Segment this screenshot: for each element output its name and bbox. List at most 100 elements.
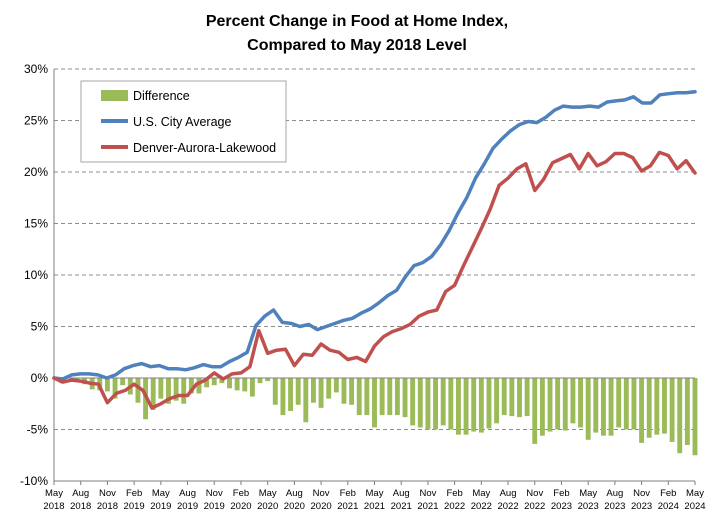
difference-bar [692,378,698,456]
x-tick-label-month: Aug [393,488,410,499]
x-tick-label-month: Nov [526,488,543,499]
difference-bar [402,378,408,418]
x-tick-label-year: 2019 [177,501,198,512]
difference-bar [104,378,110,392]
difference-bar [249,378,255,397]
series-lines [52,89,697,410]
difference-bar [547,378,553,432]
x-tick-label-year: 2021 [391,501,412,512]
difference-bar [433,378,438,430]
x-tick-label-year: 2020 [230,501,251,512]
difference-bar [196,378,202,394]
difference-bar [608,378,614,436]
difference-bar [349,378,355,405]
difference-bar [486,378,492,429]
difference-bar [585,378,591,440]
difference-bar [517,378,522,418]
y-axis: 30% 25% 20% 15% 10% 5% 0% -5% -10% [20,62,48,488]
x-tick-label-year: 2019 [124,501,145,512]
difference-bar [227,378,232,389]
y-tick-label: 10% [24,268,48,282]
x-tick-label-year: 2024 [658,501,679,512]
x-tick-label-year: 2020 [257,501,278,512]
difference-bar [593,378,599,433]
difference-bar [311,378,316,403]
difference-bar [410,378,416,426]
difference-bar [280,378,286,416]
difference-bar [425,378,431,430]
x-tick-label-year: 2018 [43,501,64,512]
difference-bar [570,378,576,424]
difference-bar [372,378,377,428]
x-tick-label-year: 2024 [684,501,705,512]
x-tick-label-month: Nov [99,488,116,499]
difference-bar [326,378,332,399]
difference-bar [478,378,484,433]
y-tick-label: 5% [31,320,49,334]
difference-bar [295,378,301,405]
difference-bar [494,378,500,424]
x-tick-label-year: 2018 [97,501,118,512]
difference-bar [188,378,194,394]
us-city-average-line [52,89,697,381]
x-tick-label-month: Nov [313,488,330,499]
x-tick-label-year: 2019 [204,501,225,512]
x-axis: May 2018 Aug 2018 Nov 2018 Feb 2019 May 2019 Aug 20… [43,69,706,512]
x-tick-label-year: 2020 [284,501,305,512]
difference-bar [318,378,324,408]
x-tick-label-month: May [686,488,704,499]
difference-bar [448,378,454,430]
difference-bar [173,378,179,401]
difference-bar [555,378,561,430]
difference-bar [158,378,164,399]
difference-bar [501,378,507,416]
difference-bars [59,378,698,456]
difference-bar [181,378,187,404]
x-tick-label-year: 2023 [551,501,572,512]
difference-bar [257,378,263,384]
legend-swatch-difference [101,90,128,101]
difference-bar [265,378,271,382]
x-tick-label-month: Aug [286,488,303,499]
difference-bar [387,378,393,416]
x-tick-label-year: 2018 [70,501,91,512]
difference-bar [211,378,217,386]
y-tick-label: -5% [27,423,49,437]
x-tick-label-month: Aug [179,488,196,499]
x-tick-label-month: Feb [446,488,462,499]
difference-bar [539,378,545,436]
x-tick-label-year: 2021 [364,501,385,512]
difference-bar [677,378,683,454]
difference-bar [333,378,339,393]
difference-bar [204,378,210,388]
difference-bar [272,378,278,405]
x-tick-label-year: 2023 [578,501,599,512]
difference-bar [379,378,385,416]
y-tick-label: 20% [24,165,48,179]
x-tick-label-month: Feb [126,488,142,499]
difference-bar [646,378,652,438]
x-tick-label-year: 2023 [631,501,652,512]
legend-label-denver: Denver-Aurora-Lakewood [133,141,276,155]
difference-bar [288,378,294,411]
difference-bar [166,378,171,404]
difference-bar [120,378,126,386]
difference-bar [242,378,248,392]
difference-bar [417,378,423,428]
difference-bar [356,378,362,416]
x-tick-label-year: 2021 [417,501,438,512]
difference-bar [578,378,583,428]
x-tick-label-year: 2021 [337,501,358,512]
difference-bar [623,378,629,430]
x-tick-label-month: Nov [206,488,223,499]
x-tick-label-month: May [259,488,277,499]
difference-bar [631,378,637,430]
x-tick-label-month: Feb [340,488,356,499]
y-tick-label: 15% [24,217,48,231]
difference-bar [532,378,538,444]
difference-bar [219,378,225,384]
difference-bar [394,378,400,416]
difference-bar [669,378,675,442]
chart-title: Percent Change in Food at Home Index, [206,13,508,30]
